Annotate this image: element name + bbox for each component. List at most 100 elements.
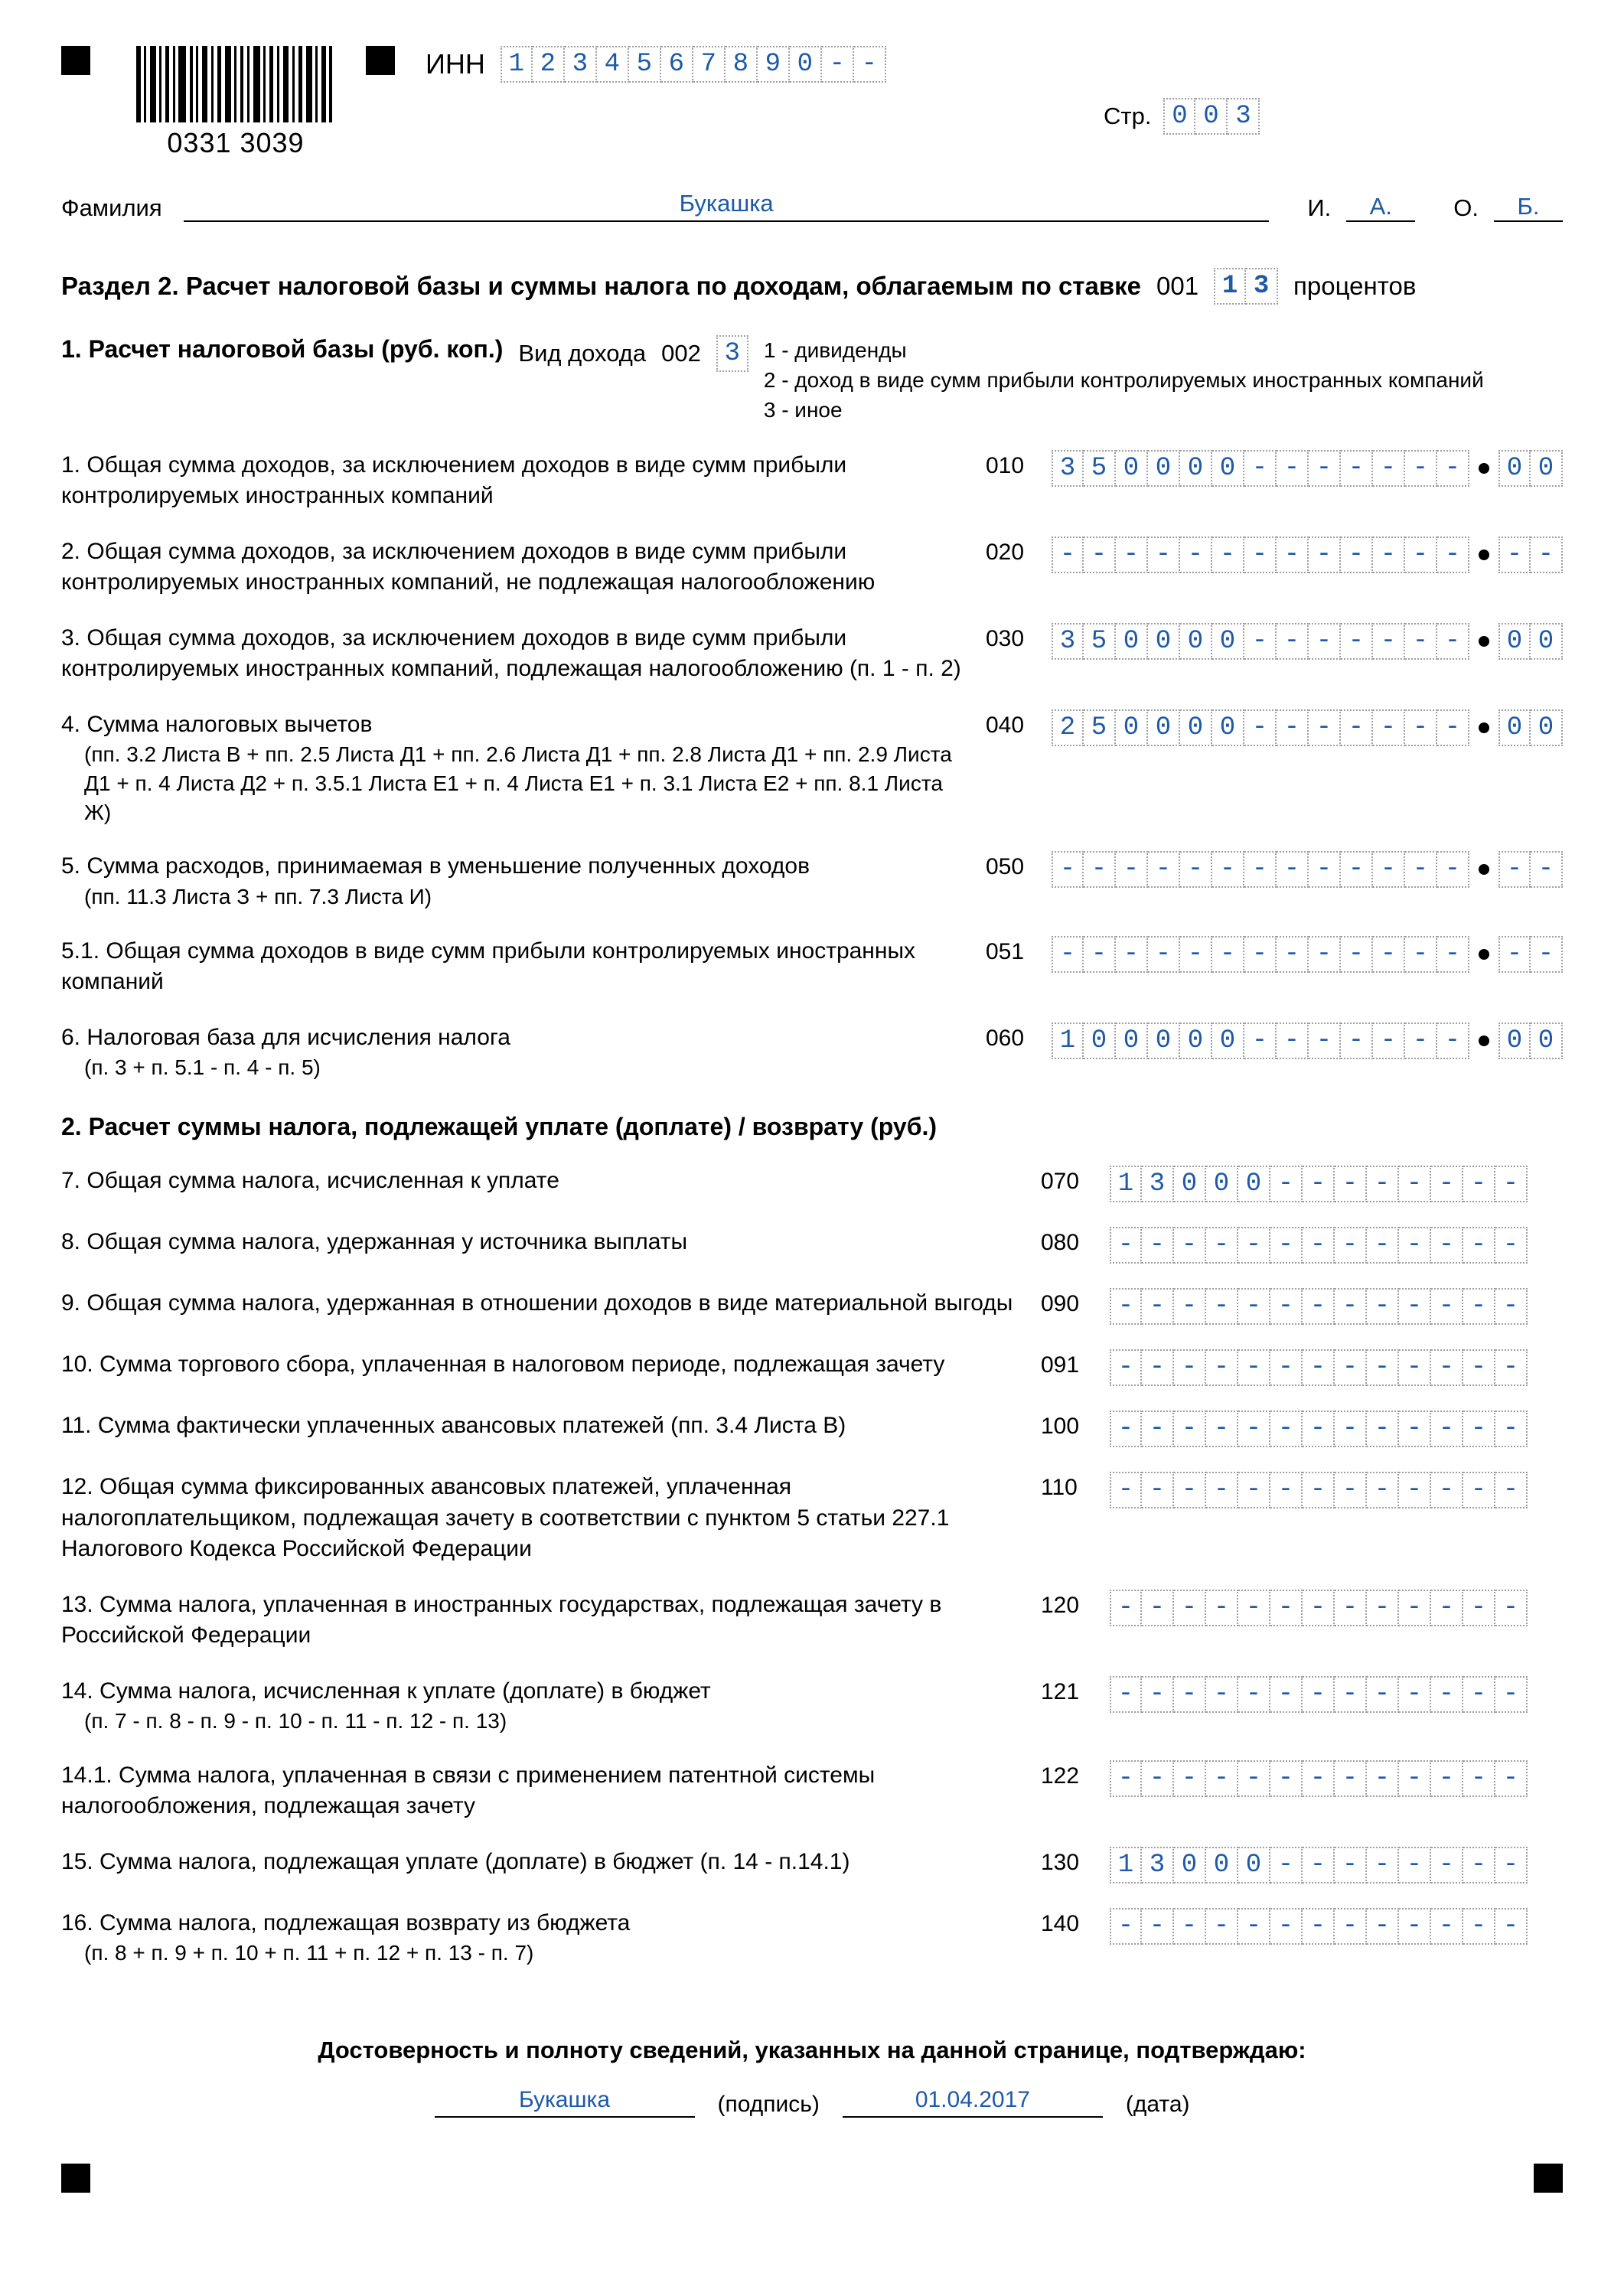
cell: - bbox=[1206, 1411, 1238, 1447]
form-row: 2. Общая сумма доходов, за исключением д… bbox=[61, 536, 1563, 598]
cell: - bbox=[1463, 1472, 1495, 1508]
cell: - bbox=[1277, 623, 1309, 660]
cell: - bbox=[1142, 1227, 1174, 1264]
cell: - bbox=[1367, 1166, 1399, 1202]
cell: 3 bbox=[1052, 623, 1084, 660]
surname-value: Букашка bbox=[680, 190, 774, 217]
row-code: 050 bbox=[986, 851, 1036, 880]
form-row: 8. Общая сумма налога, удержанная у исто… bbox=[61, 1227, 1563, 1264]
cell: - bbox=[1238, 1908, 1270, 1945]
cell: - bbox=[1431, 1760, 1463, 1797]
cell: 5 bbox=[1084, 709, 1116, 746]
cell: 0 bbox=[1212, 623, 1244, 660]
cell: - bbox=[1341, 536, 1373, 573]
cell: - bbox=[1341, 936, 1373, 973]
cell: - bbox=[1116, 536, 1148, 573]
cell: 3 bbox=[716, 335, 748, 372]
cell: - bbox=[1142, 1908, 1174, 1945]
cell: - bbox=[1405, 536, 1437, 573]
row-code: 060 bbox=[986, 1022, 1036, 1052]
cell: - bbox=[1277, 1022, 1309, 1059]
footer-sig: Букашка bbox=[519, 2087, 610, 2112]
cell: - bbox=[1174, 1908, 1206, 1945]
legend-line: 2 - доход в виде сумм прибыли контролиру… bbox=[764, 365, 1484, 395]
row-desc: 14. Сумма налога, исчисленная к уплате (… bbox=[61, 1676, 1026, 1736]
rows-money: 1. Общая сумма доходов, за исключением д… bbox=[61, 450, 1563, 1082]
row-desc: 3. Общая сумма доходов, за исключением д… bbox=[61, 623, 970, 685]
cell: - bbox=[1238, 1590, 1270, 1626]
cell: - bbox=[1367, 1349, 1399, 1386]
row-value: ------------- bbox=[1110, 1908, 1563, 1945]
cell: - bbox=[1373, 936, 1405, 973]
row-value: ------------- bbox=[1110, 1411, 1563, 1447]
cell: - bbox=[1399, 1908, 1431, 1945]
cell: - bbox=[1148, 536, 1180, 573]
row-code: 121 bbox=[1041, 1676, 1094, 1705]
cell: - bbox=[1244, 709, 1277, 746]
cell: - bbox=[1335, 1411, 1367, 1447]
cell: 0 bbox=[1531, 623, 1563, 660]
cell: - bbox=[1270, 1908, 1303, 1945]
cell: - bbox=[1405, 709, 1437, 746]
cell: - bbox=[1399, 1676, 1431, 1713]
cell: 0 bbox=[1174, 1847, 1206, 1883]
cell: - bbox=[1277, 709, 1309, 746]
row-desc: 13. Сумма налога, уплаченная в иностранн… bbox=[61, 1590, 1026, 1652]
cell: - bbox=[1437, 936, 1469, 973]
cell: - bbox=[1399, 1590, 1431, 1626]
cell: - bbox=[1238, 1288, 1270, 1325]
cell: - bbox=[1270, 1472, 1303, 1508]
cell: - bbox=[1341, 851, 1373, 888]
initial-o: Б. bbox=[1518, 193, 1540, 220]
cell: - bbox=[1495, 1760, 1528, 1797]
cell: - bbox=[1495, 1847, 1528, 1883]
cell: - bbox=[1341, 1022, 1373, 1059]
cell: - bbox=[1270, 1227, 1303, 1264]
cell: - bbox=[1303, 1227, 1335, 1264]
cell: - bbox=[1309, 623, 1341, 660]
initial-i: А. bbox=[1370, 193, 1392, 220]
row-value: ------------- bbox=[1110, 1288, 1563, 1325]
cell: - bbox=[1270, 1590, 1303, 1626]
row-code: 091 bbox=[1041, 1349, 1094, 1378]
cell: - bbox=[1277, 450, 1309, 487]
percent-label: процентов bbox=[1293, 272, 1416, 301]
cell: - bbox=[1367, 1676, 1399, 1713]
form-row: 5. Сумма расходов, принимаемая в уменьше… bbox=[61, 851, 1563, 911]
row-desc-sub: (п. 7 - п. 8 - п. 9 - п. 10 - п. 11 - п.… bbox=[84, 1707, 1026, 1736]
row-desc: 16. Сумма налога, подлежащая возврату из… bbox=[61, 1908, 1026, 1968]
cell: - bbox=[1270, 1411, 1303, 1447]
cell: 3 bbox=[1228, 98, 1260, 135]
initial-o-label: О. bbox=[1453, 194, 1479, 222]
cell: - bbox=[1142, 1288, 1174, 1325]
sub2: 2. Расчет суммы налога, подлежащей уплат… bbox=[61, 1113, 1563, 1141]
cell: - bbox=[1206, 1227, 1238, 1264]
cell: - bbox=[1238, 1472, 1270, 1508]
cell: 0 bbox=[1212, 709, 1244, 746]
footer: Достоверность и полноту сведений, указан… bbox=[61, 2037, 1563, 2118]
marker-square-br bbox=[1534, 2164, 1563, 2193]
cell: - bbox=[1238, 1227, 1270, 1264]
cell: - bbox=[1399, 1227, 1431, 1264]
cell: 3 bbox=[1142, 1166, 1174, 1202]
cell: - bbox=[1180, 536, 1212, 573]
row-code: 030 bbox=[986, 623, 1036, 652]
cell: - bbox=[1463, 1166, 1495, 1202]
barcode-text: 0331 3039 bbox=[167, 127, 304, 159]
cell: - bbox=[1495, 1676, 1528, 1713]
cell: - bbox=[1180, 851, 1212, 888]
form-row: 15. Сумма налога, подлежащая уплате (доп… bbox=[61, 1847, 1563, 1883]
cell: - bbox=[1244, 623, 1277, 660]
cell: - bbox=[1303, 1590, 1335, 1626]
cell: - bbox=[1463, 1590, 1495, 1626]
cell: 0 bbox=[1195, 98, 1228, 135]
row-desc: 12. Общая сумма фиксированных авансовых … bbox=[61, 1472, 1026, 1565]
cell: - bbox=[1206, 1760, 1238, 1797]
cell: - bbox=[1399, 1847, 1431, 1883]
cell: - bbox=[1052, 536, 1084, 573]
cell: - bbox=[1238, 1760, 1270, 1797]
cell: - bbox=[1110, 1590, 1142, 1626]
cell: 2 bbox=[533, 46, 565, 83]
cell: - bbox=[1373, 709, 1405, 746]
cell: - bbox=[854, 46, 886, 83]
